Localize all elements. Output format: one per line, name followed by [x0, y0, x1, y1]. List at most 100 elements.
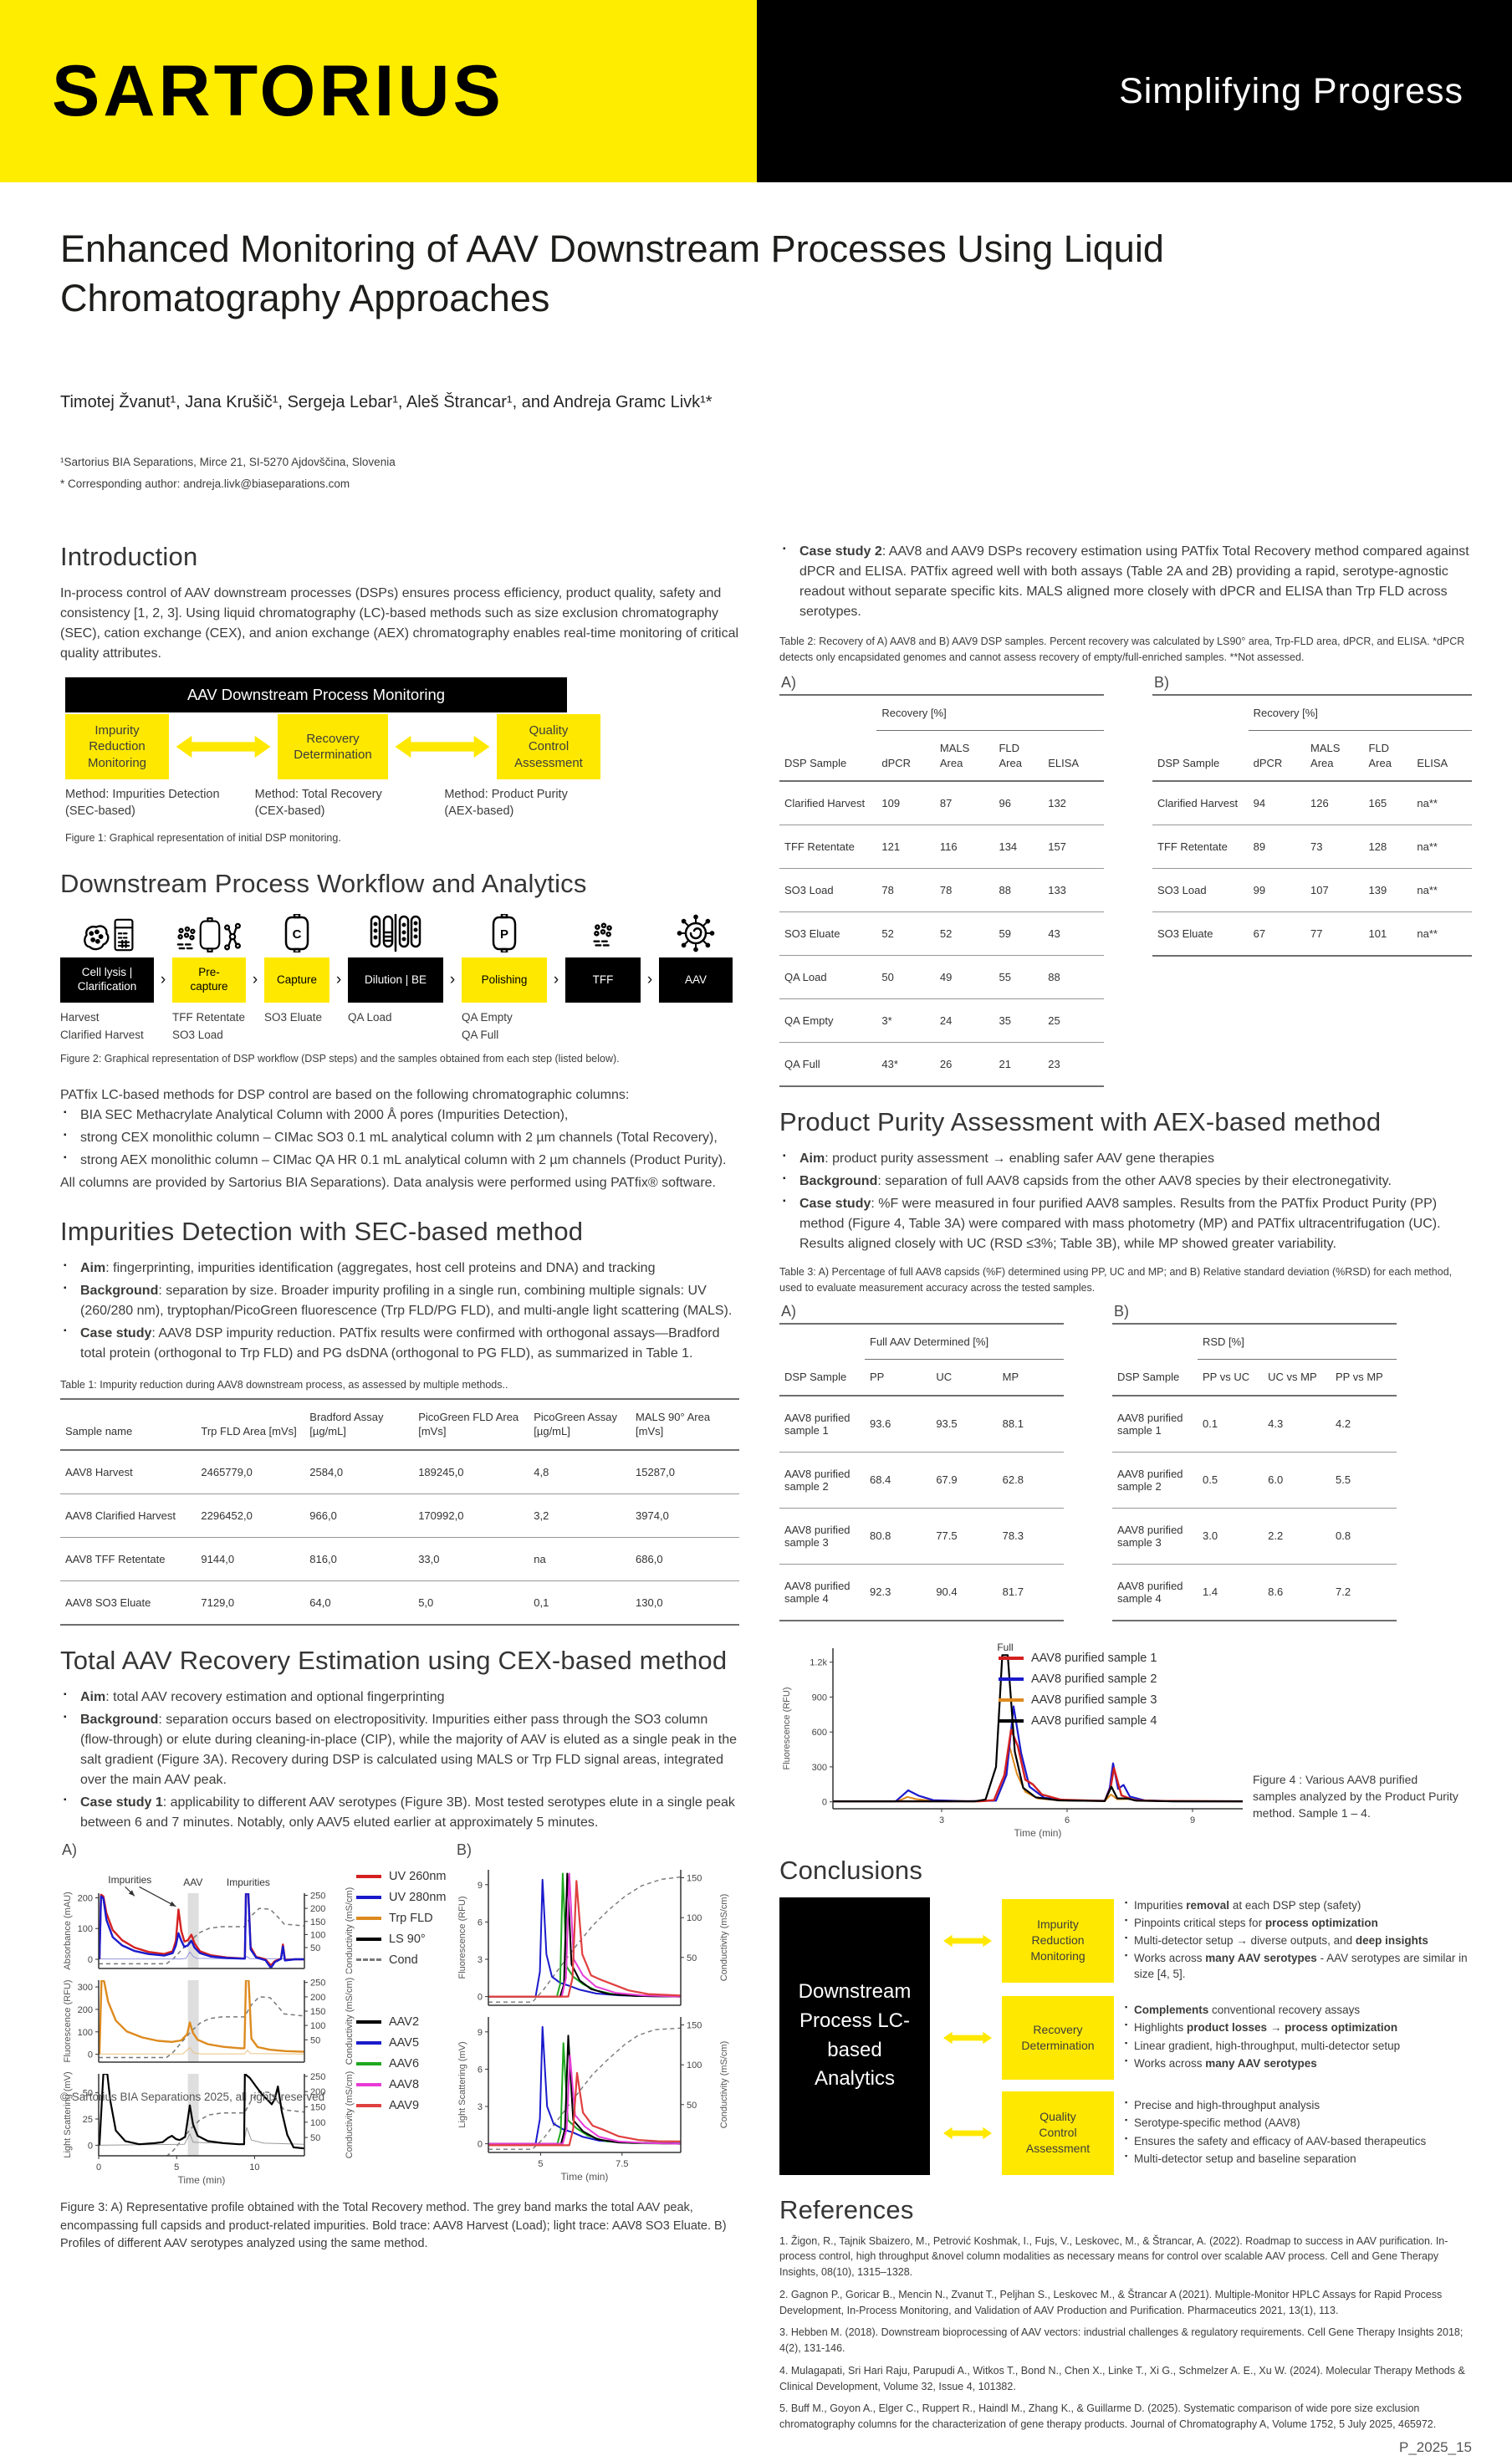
svg-text:150: 150 — [310, 2007, 325, 2017]
table-cell: SO3 Load — [1152, 868, 1249, 912]
svg-text:Conductivity (mS/cm): Conductivity (mS/cm) — [719, 1894, 729, 1982]
table-cell: 132 — [1048, 797, 1066, 810]
table-cell: 87 — [939, 797, 953, 810]
svg-text:250: 250 — [310, 2072, 325, 2082]
table-cell: 107 — [1305, 868, 1364, 912]
table-cell: 189245,0 — [418, 1465, 464, 1478]
svg-text:P: P — [500, 927, 508, 942]
column-header: MALS 90° Area [mVs] — [631, 1398, 739, 1451]
table-cell: 88.1 — [1002, 1417, 1024, 1431]
figure3a-panels: A) 0 100 200 50 100 150 200 250 Absorbance (mAU)… — [60, 1841, 356, 2193]
table2a-block: A) DSP Sample Recovery [%] dPCR MALS Area FL… — [779, 674, 1104, 1088]
bullet-item: Serotype-specific method (AAV8) — [1125, 2115, 1472, 2131]
table-row: AAV8 Harvest 2465779,0 2584,0 189245,0 4,8 15… — [60, 1450, 739, 1494]
figure1-caption: Figure 1: Graphical representation of in… — [65, 831, 341, 844]
chart-panel: 0 25 50 50 100 150 200 250 0 5 10 Time (min) Light S… — [63, 2071, 355, 2186]
table-cell: 77.5 — [931, 1507, 998, 1565]
table-cell: 101 — [1363, 911, 1412, 957]
bullet-item: Case study: %F were measured in four pur… — [783, 1194, 1472, 1254]
bullet-item: Multi-detector setup → diverse outputs, … — [1125, 1933, 1472, 1948]
table-cell: 25 — [1043, 998, 1104, 1043]
svg-text:100: 100 — [78, 1924, 93, 1934]
column-bag-icon — [199, 917, 221, 953]
patfix-intro: PATfix LC-based methods for DSP control … — [60, 1088, 630, 1103]
bullet-item: Complements conventional recovery assays — [1125, 2002, 1472, 2018]
column-header: PP — [865, 1359, 932, 1396]
bullet-item: Linear gradient, high-throughput, multi-… — [1125, 2038, 1472, 2054]
chevron-right-icon: › — [646, 971, 653, 989]
table-cell: 130,0 — [631, 1580, 739, 1625]
svg-text:150: 150 — [687, 2020, 702, 2030]
table-cell: Clarified Harvest — [784, 797, 866, 810]
bullet-item: strong CEX monolithic column – CIMac SO3… — [64, 1128, 739, 1148]
svg-text:3: 3 — [478, 2102, 483, 2112]
impurities-heading: Impurities Detection with SEC-based meth… — [60, 1217, 584, 1247]
svg-text:900: 900 — [812, 1693, 827, 1703]
sample-tubes-icon — [348, 911, 443, 957]
figure1-box-impurity: Impurity Reduction Monitoring — [65, 714, 169, 779]
references-list: 1. Žigon, R., Tajnik Sbaizero, M., Petro… — [779, 2234, 1472, 2433]
bullet-item: Aim: total AAV recovery estimation and o… — [64, 1688, 739, 1708]
table-cell: AAV8 purified sample 4 — [779, 1563, 865, 1621]
svg-text:100: 100 — [78, 2028, 93, 2038]
column-header: Sample name — [60, 1398, 197, 1451]
svg-text:50: 50 — [687, 1953, 697, 1963]
svg-text:Time (min): Time (min) — [561, 2171, 609, 2183]
brand-block: SARTORIUS — [0, 0, 757, 182]
table-cell: 62.8 — [997, 1451, 1064, 1509]
legend-swatch — [356, 2040, 381, 2045]
legend-item: AAV8 purified sample 2 — [999, 1672, 1157, 1686]
table-cell: 99 — [1248, 868, 1306, 912]
table-cell: 4.2 — [1336, 1417, 1351, 1431]
table-row: TFF Retentate 89 73 128 na** — [1152, 825, 1472, 869]
table-cell: SO3 Load — [779, 868, 877, 912]
svg-text:Conductivity (mS/cm): Conductivity (mS/cm) — [345, 1887, 355, 1973]
group-header: Full AAV Determined [%] — [865, 1323, 1064, 1361]
svg-text:9: 9 — [1190, 1815, 1195, 1825]
legend-swatch — [356, 1916, 381, 1920]
chart-panel: 0 100 200 50 100 150 200 250 Absorbance (mAU) Con… — [63, 1874, 355, 1973]
poster-title: Enhanced Monitoring of AAV Downstream Pr… — [60, 227, 1164, 320]
bullet-item: Works across many AAV serotypes - AAV se… — [1125, 1950, 1472, 1982]
table-cell: 2465779,0 — [201, 1465, 253, 1478]
row-header: DSP Sample — [1112, 1323, 1198, 1396]
table-row: AAV8 purified sample 3 3.0 2.2 0.8 — [1112, 1507, 1397, 1565]
table-cell: 2.2 — [1263, 1507, 1331, 1565]
table-cell: 7.2 — [1331, 1563, 1397, 1621]
table-cell: 109 — [881, 797, 901, 810]
table-cell: 81.7 — [997, 1563, 1064, 1621]
table-cell: QA Load — [779, 955, 877, 999]
conclusion-box-quality: Quality Control Assessment — [1002, 2091, 1114, 2175]
reference-item: 4. Mulagapati, Sri Hari Raju, Parupudi A… — [779, 2364, 1465, 2392]
legend-item: AAV8 purified sample 4 — [999, 1714, 1157, 1728]
svg-text:0: 0 — [88, 1955, 93, 1965]
chevron-right-icon: › — [335, 971, 342, 989]
svg-text:25: 25 — [83, 2115, 93, 2125]
svg-text:0: 0 — [822, 1797, 827, 1807]
purity-heading: Product Purity Assessment with AEX-based… — [779, 1107, 1382, 1137]
legend-swatch — [356, 2103, 381, 2107]
data-table: DSP Sample RSD [%] PP vs UC UC vs MP PP vs M… — [1112, 1322, 1397, 1621]
table3b-label: B) — [1114, 1302, 1129, 1320]
table-cell: 2584,0 — [309, 1465, 344, 1478]
table-cell: AAV8 purified sample 2 — [779, 1451, 865, 1509]
row-header: DSP Sample — [1152, 694, 1249, 783]
table-cell: 90.4 — [931, 1563, 998, 1621]
table-row: AAV8 purified sample 2 0.5 6.0 5.5 — [1112, 1451, 1397, 1509]
table-cell: 78 — [876, 868, 935, 912]
bullet-item: Aim: fingerprinting, impurities identifi… — [64, 1259, 739, 1279]
legend-item: AAV8 purified sample 1 — [999, 1652, 1157, 1665]
svg-text:9: 9 — [478, 2028, 483, 2038]
serotype-legend: AAV2 AAV5 AAV6 AAV8 AAV9 — [356, 2015, 455, 2112]
bullet-item: Aim: product purity assessment → enablin… — [783, 1149, 1472, 1169]
column-header: UC — [931, 1359, 998, 1396]
svg-text:50: 50 — [83, 2089, 93, 2099]
figure3b-panels: B) 0 3 6 9 50 100 150 Fluorescence (RFU) Conduct… — [455, 1841, 731, 2193]
table-cell: 0.1 — [1203, 1417, 1218, 1431]
column-header: dPCR — [876, 730, 935, 783]
svg-text:50: 50 — [687, 2101, 697, 2111]
table2b-label: B) — [1154, 673, 1169, 691]
table-cell: 67.9 — [931, 1451, 998, 1509]
table-cell: na — [529, 1536, 631, 1581]
samples-harvest: Harvest Clarified Harvest — [60, 1011, 144, 1042]
